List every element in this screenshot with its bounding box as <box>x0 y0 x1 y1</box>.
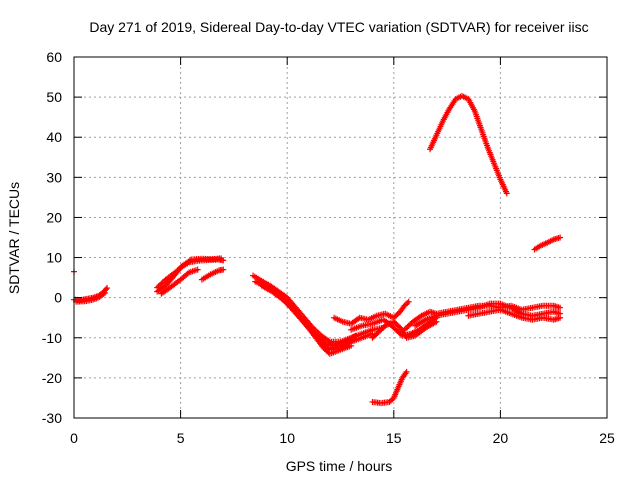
data-points <box>71 92 564 407</box>
data-point <box>405 298 412 305</box>
y-tick-label: 30 <box>46 169 62 185</box>
plot-frame <box>73 56 608 419</box>
data-point <box>101 289 108 296</box>
chart-title: Day 271 of 2019, Sidereal Day-to-day VTE… <box>89 19 588 35</box>
y-tick-label: -10 <box>42 330 62 346</box>
data-point <box>104 285 111 292</box>
grid <box>74 57 607 418</box>
x-axis-label: GPS time / hours <box>286 458 393 474</box>
data-point <box>102 286 109 293</box>
y-tick-label: 50 <box>46 89 62 105</box>
data-point <box>557 314 564 321</box>
x-tick-label: 10 <box>279 430 295 446</box>
data-point <box>218 255 225 262</box>
data-point <box>220 266 227 273</box>
data-point <box>403 368 410 375</box>
x-tick-label: 15 <box>386 430 402 446</box>
x-tick-label: 0 <box>70 430 78 446</box>
data-point <box>433 318 440 325</box>
y-tick-label: 40 <box>46 129 62 145</box>
y-tick-label: 0 <box>54 290 62 306</box>
data-point <box>352 332 359 339</box>
data-point <box>557 304 564 311</box>
ticks: 0 5 10 15 20 25 -30 -20 -10 0 10 20 30 40 50 60 <box>42 49 615 446</box>
data-point <box>503 190 510 197</box>
data-point <box>194 266 201 273</box>
data-point <box>100 290 107 297</box>
data-point <box>348 342 355 349</box>
y-tick-label: 20 <box>46 209 62 225</box>
x-tick-label: 5 <box>177 430 185 446</box>
y-tick-label: 60 <box>46 49 62 65</box>
data-point <box>557 234 564 241</box>
x-tick-label: 25 <box>599 430 615 446</box>
y-tick-label: -20 <box>42 370 62 386</box>
y-axis-label: SDTVAR / TECUs <box>6 182 22 294</box>
x-tick-label: 20 <box>493 430 509 446</box>
y-tick-label: -30 <box>42 410 62 426</box>
y-tick-label: 10 <box>46 250 62 266</box>
